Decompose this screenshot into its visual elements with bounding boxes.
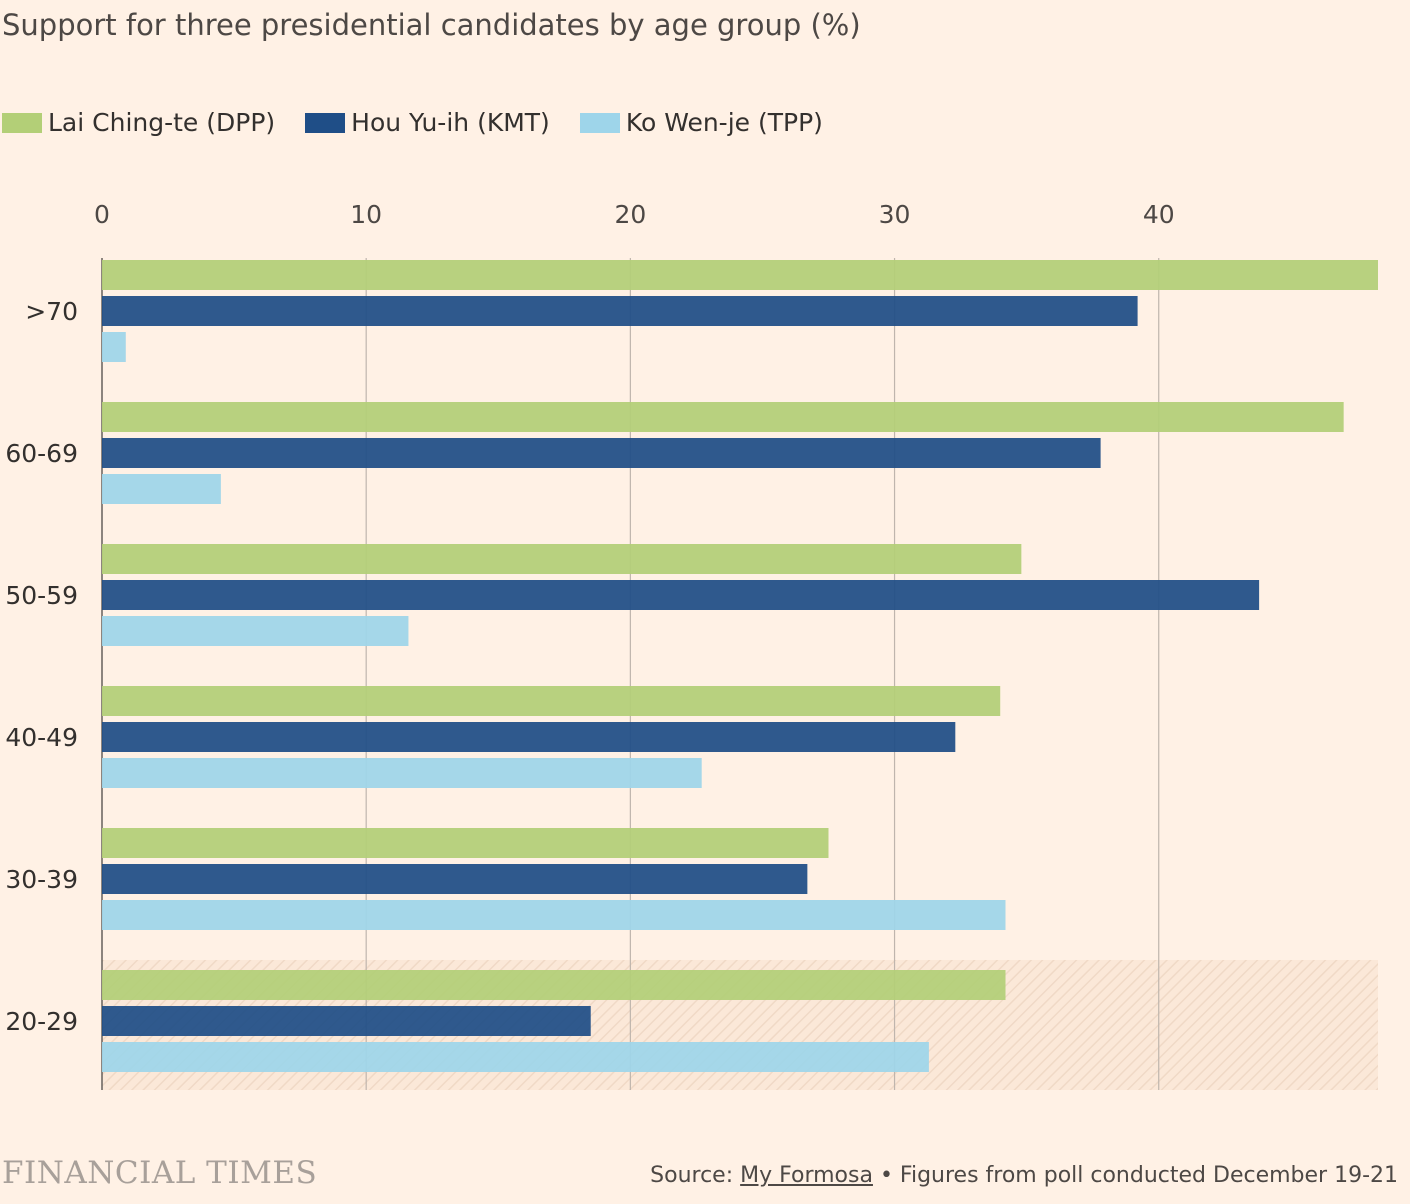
x-tick-label: 30 — [879, 200, 911, 229]
legend-item-hou: Hou Yu-ih (KMT) — [305, 108, 550, 137]
bar — [102, 722, 956, 752]
bar — [102, 1006, 591, 1036]
bar — [102, 758, 702, 788]
chart-title: Support for three presidential candidate… — [2, 8, 861, 42]
bar — [102, 686, 1001, 716]
bar — [102, 900, 1006, 930]
legend-label-hou: Hou Yu-ih (KMT) — [351, 108, 550, 137]
category-label: 30-39 — [5, 865, 78, 894]
bar-chart: 0 10 20 30 40 >70 60-69 50-59 40-49 30-39 20-29 — [5, 200, 1378, 1090]
category-label: 20-29 — [5, 1007, 78, 1036]
category-label: 40-49 — [5, 723, 78, 752]
legend-item-ko: Ko Wen-je (TPP) — [579, 108, 823, 137]
category-label: 60-69 — [5, 439, 78, 468]
ft-logo: FINANCIAL TIMES — [2, 1155, 318, 1191]
x-tick-label: 20 — [614, 200, 646, 229]
x-tick-label: 10 — [350, 200, 382, 229]
source-suffix: • Figures from poll conducted December 1… — [872, 1163, 1398, 1188]
bar — [102, 970, 1006, 1000]
bar — [102, 544, 1022, 574]
bar — [102, 1042, 929, 1072]
bar — [102, 438, 1101, 468]
source-prefix: Source: — [650, 1163, 741, 1188]
bar — [102, 296, 1138, 326]
legend-swatch-hou — [305, 112, 346, 133]
legend-swatch-ko — [579, 112, 620, 133]
legend-label-ko: Ko Wen-je (TPP) — [625, 108, 823, 137]
x-tick-label: 0 — [94, 200, 110, 229]
x-tick-label: 40 — [1143, 200, 1175, 229]
bar — [102, 616, 409, 646]
category-label: >70 — [25, 297, 78, 326]
legend-item-lai: Lai Ching-te (DPP) — [2, 108, 275, 137]
bar — [102, 828, 829, 858]
category-label: 50-59 — [5, 581, 78, 610]
bar — [102, 260, 1378, 290]
legend: Lai Ching-te (DPP) Hou Yu-ih (KMT) Ko We… — [2, 108, 853, 137]
bar — [102, 332, 126, 362]
bar — [102, 474, 221, 504]
bar — [102, 580, 1260, 610]
legend-swatch-lai — [2, 112, 42, 133]
bar — [102, 402, 1344, 432]
source-note: Source: My Formosa • Figures from poll c… — [650, 1163, 1398, 1188]
legend-label-lai: Lai Ching-te (DPP) — [48, 108, 276, 137]
bar — [102, 864, 808, 894]
source-link[interactable]: My Formosa — [740, 1163, 873, 1188]
